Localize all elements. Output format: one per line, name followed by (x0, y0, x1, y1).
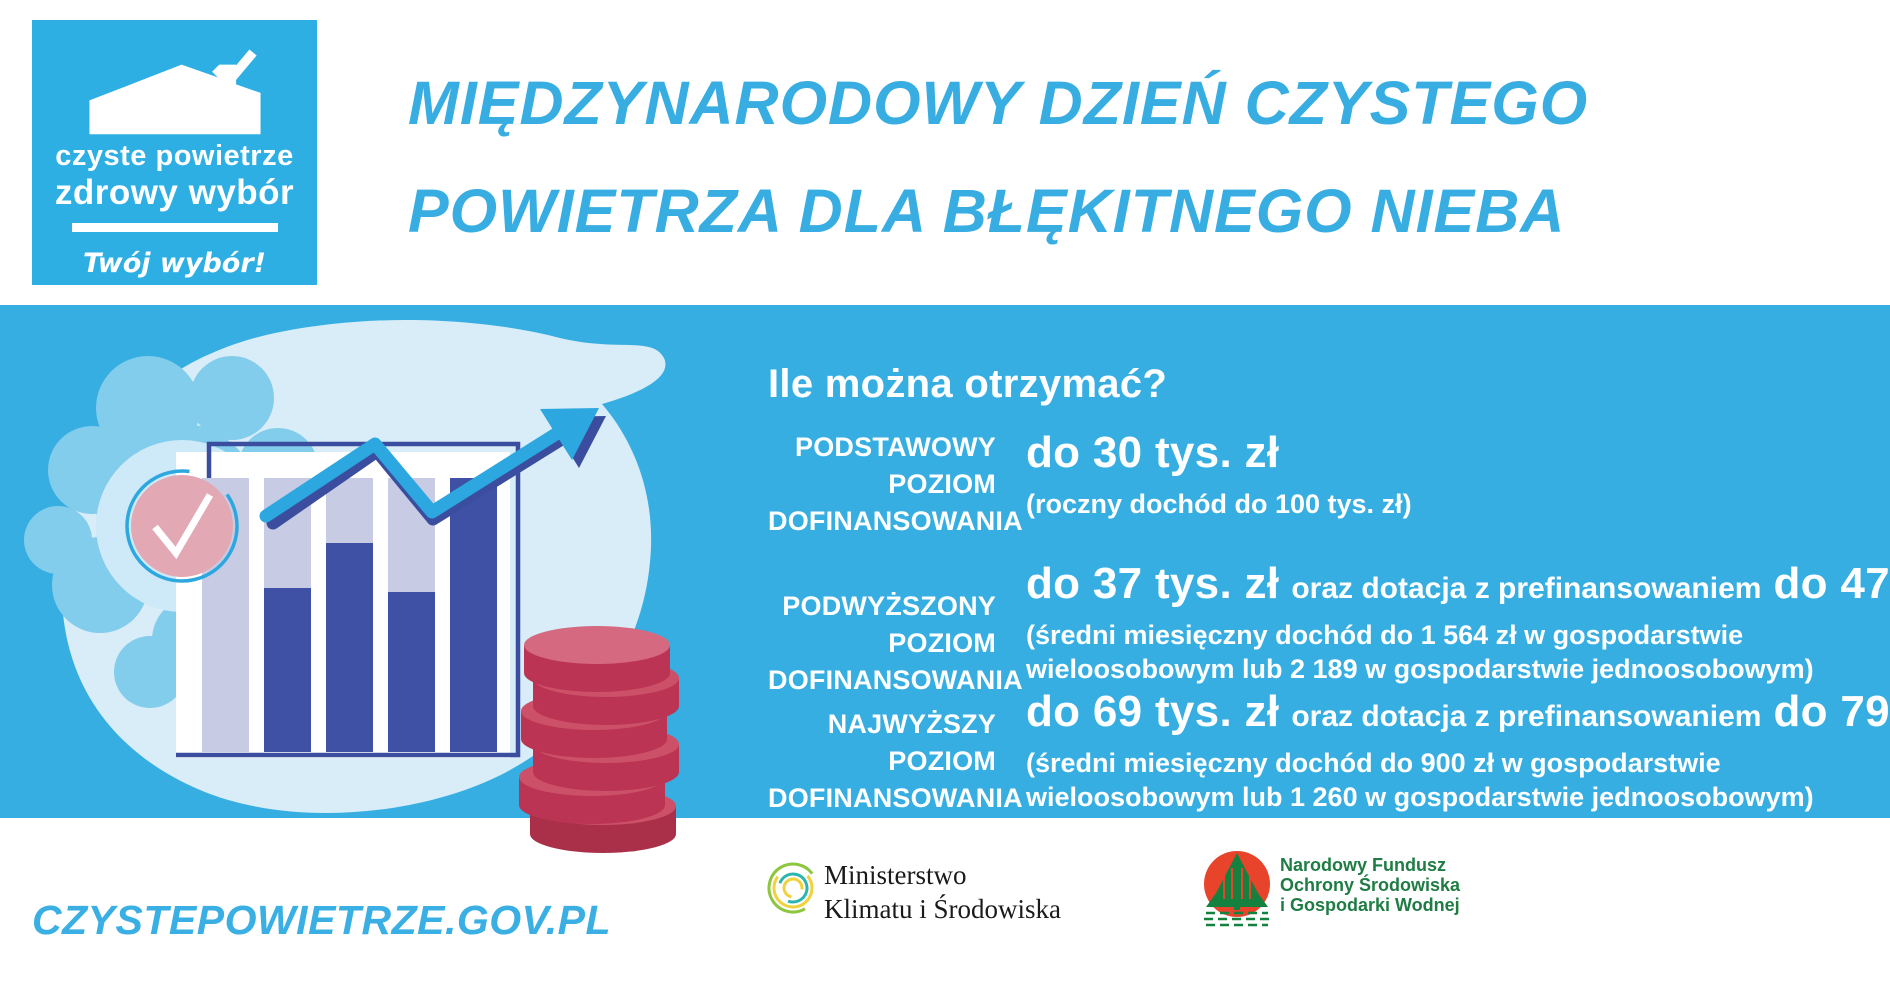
tier3-label-line2: POZIOM (888, 746, 996, 776)
tier2-amount2: do 47 tys. zł (1773, 559, 1890, 608)
panel-outline (176, 441, 521, 758)
tier2-label-line3: DOFINANSOWANIA (768, 665, 1023, 695)
checkmark-circle-icon (125, 469, 239, 583)
ministry-swirl-icon (767, 862, 819, 914)
tier2-detail-line1: (średni miesięczny dochód do 1 564 zł w … (1026, 620, 1744, 650)
house-check-icon (88, 49, 261, 135)
fund-text-line1: Narodowy Fundusz (1280, 855, 1446, 875)
tier2-label-line2: POZIOM (888, 628, 996, 658)
tier2-connector: oraz dotacja z prefinansowaniem (1291, 572, 1762, 605)
tier2-content: do 37 tys. zł oraz dotacja z prefinansow… (1026, 558, 1890, 686)
fund-text-line3: i Gospodarki Wodnej (1280, 895, 1460, 915)
logo-text-line2: zdrowy wybór (54, 173, 295, 212)
tier3-label: NAJWYŻSZY POZIOM DOFINANSOWANIA (768, 706, 1023, 817)
tier2-label: PODWYŻSZONY POZIOM DOFINANSOWANIA (768, 588, 1023, 699)
tier2-detail-line2: wieloosobowym lub 2 189 w gospodarstwie … (1026, 654, 1814, 684)
tier3-connector: oraz dotacja z prefinansowaniem (1291, 700, 1762, 733)
tier1-label: PODSTAWOWY POZIOM DOFINANSOWANIA (768, 429, 1023, 540)
logo-text-line1: czyste powietrze (55, 140, 294, 172)
tier2-amount: do 37 tys. zł (1026, 559, 1280, 608)
coins-stack-icon (519, 626, 679, 853)
page-title-line2: POWIETRZA DLA BŁĘKITNEGO NIEBA (408, 177, 1566, 245)
chart-bars (202, 478, 497, 752)
tier3-amount2: do 79 tys. zł (1773, 687, 1890, 736)
logo-underline (71, 223, 278, 232)
website-link: CZYSTEPOWIETRZE.GOV.PL (32, 897, 611, 943)
tier1-detail-line1: (roczny dochód do 100 tys. zł) (1026, 489, 1412, 519)
tier1-label-line1: PODSTAWOWY (795, 432, 996, 462)
czyste-powietrze-logo: czyste powietrze zdrowy wybór Twój wybór… (32, 20, 317, 285)
logo-tagline: Twój wybór! (83, 248, 266, 279)
tier3-content: do 69 tys. zł oraz dotacja z prefinansow… (1026, 686, 1890, 814)
tier2-label-line1: PODWYŻSZONY (782, 591, 996, 621)
tier1-content: do 30 tys. zł (roczny dochód do 100 tys.… (1026, 427, 1876, 521)
fund-tree-icon (1204, 851, 1270, 927)
ministry-text-line2: Klimatu i Środowiska (824, 894, 1061, 924)
fund-logo-text: Narodowy Fundusz Ochrony Środowiska i Go… (1280, 855, 1460, 915)
tier3-detail-line2: wieloosobowym lub 1 260 w gospodarstwie … (1026, 782, 1814, 812)
growth-chart-illustration (24, 319, 679, 853)
tier3-amount: do 69 tys. zł (1026, 687, 1280, 736)
tier3-label-line1: NAJWYŻSZY (827, 709, 996, 739)
ministry-logo-text: Ministerstwo Klimatu i Środowiska (824, 858, 1061, 926)
tier1-label-line3: DOFINANSOWANIA (768, 506, 1023, 536)
benefits-heading: Ile można otrzymać? (768, 362, 1168, 406)
tier3-label-line3: DOFINANSOWANIA (768, 783, 1023, 813)
tier1-amount: do 30 tys. zł (1026, 428, 1280, 477)
ministry-text-line1: Ministerstwo (824, 860, 967, 890)
page-title-line1: MIĘDZYNARODOWY DZIEŃ CZYSTEGO (408, 69, 1589, 137)
tier3-detail-line1: (średni miesięczny dochód do 900 zł w go… (1026, 748, 1721, 778)
fund-text-line2: Ochrony Środowiska (1280, 875, 1461, 895)
growth-arrow-icon (259, 408, 606, 530)
tier1-label-line2: POZIOM (888, 469, 996, 499)
partner-logos (767, 851, 1270, 927)
